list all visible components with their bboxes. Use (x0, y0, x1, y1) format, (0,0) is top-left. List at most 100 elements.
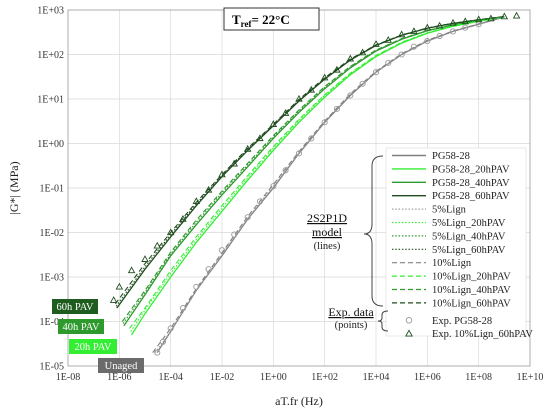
age-tag-label: 40h PAV (62, 322, 99, 333)
data-point (204, 185, 213, 193)
x-tick-label: 1E-02 (210, 372, 234, 383)
data-point (358, 48, 367, 56)
data-point (474, 15, 483, 23)
data-point (141, 255, 149, 262)
data-point (230, 159, 239, 167)
y-tick-label: 1E-03 (40, 273, 64, 284)
x-tick-label: 1E+08 (465, 372, 492, 383)
data-point (166, 228, 175, 236)
series-line (129, 16, 505, 329)
series-line (152, 16, 505, 353)
age-tags: 60h PAV 40h PAV 20h PAV Unaged (52, 299, 144, 373)
data-point (321, 119, 328, 126)
data-point (295, 94, 303, 102)
series-line (154, 16, 505, 353)
data-point (346, 54, 355, 62)
model-label-line2: model (312, 225, 343, 239)
x-tick-label: 1E-08 (56, 372, 80, 383)
data-point (193, 283, 200, 290)
age-tag-box (52, 299, 98, 314)
data-point (398, 51, 405, 58)
data-point (218, 247, 226, 254)
model-label-line1: 2S2P1D (307, 211, 347, 225)
x-tick-label: 1E+02 (311, 372, 338, 383)
legend-label: 10%Lign_60hPAV (432, 298, 511, 309)
data-point (244, 214, 251, 221)
data-point (333, 105, 340, 112)
x-tick-label: 1E+06 (414, 372, 441, 383)
tref-annotation: Tref= 22°C (223, 7, 320, 31)
tick-labels: 1E-08 1E-06 1E-04 1E-02 1E+00 1E+02 1E+04 1E+06… (37, 6, 543, 384)
legend-label: 10%Lign_20hPAV (432, 272, 511, 283)
data-point (115, 282, 124, 290)
data-point (435, 21, 444, 29)
exp-group-label: Exp. data (points) (328, 305, 389, 332)
legend-label: Exp. 10%Lign_60hPAV (432, 329, 533, 340)
y-tick-label: 1E-04 (40, 317, 64, 328)
data-point (256, 198, 263, 205)
data-point (462, 24, 469, 31)
data-point (256, 134, 264, 142)
legend-label: 10%Lign_40hPAV (432, 285, 511, 296)
x-tick-label: 1E+10 (517, 372, 544, 383)
data-point (423, 23, 432, 31)
data-point (410, 43, 417, 50)
age-tag-label: 60h PAV (56, 302, 93, 313)
x-axis-title: aT.fr (Hz) (275, 394, 323, 408)
legend-label: PG58-28 (432, 151, 470, 162)
data-point (385, 59, 392, 66)
series-line (121, 16, 505, 322)
data-point (269, 120, 278, 127)
age-tag-box (98, 358, 144, 373)
series-line (115, 16, 505, 307)
data-point (347, 92, 354, 99)
data-point (372, 69, 380, 76)
model-brace (363, 155, 384, 307)
age-tag-box (69, 339, 117, 354)
data-point (359, 80, 366, 87)
y-tick-label: 1E+02 (37, 50, 64, 61)
x-tick-label: 1E+04 (363, 372, 390, 383)
data-point (109, 296, 118, 303)
data-point (154, 349, 161, 356)
series-line (130, 16, 505, 332)
exp-brace (377, 310, 389, 332)
data-point (231, 231, 238, 238)
legend: PG58-28 PG58-28_20hPAV PG58-28_40hPAV PG58-… (385, 147, 533, 340)
data-point (282, 167, 289, 174)
y-tick-label: 1E+00 (37, 139, 64, 150)
data-point (192, 197, 201, 205)
legend-label: 5%Lign (432, 205, 467, 216)
legend-label: PG58-28_20hPAV (432, 164, 510, 175)
data-point (449, 28, 457, 35)
legend-label: PG58-28_40hPAV (432, 178, 510, 189)
data-point (295, 150, 303, 157)
data-point (270, 183, 277, 190)
y-tick-label: 1E+01 (37, 95, 64, 106)
data-point (243, 144, 252, 152)
data-point (372, 40, 380, 47)
data-point (218, 170, 226, 178)
data-point (500, 12, 509, 20)
exp-label-line1: Exp. data (328, 305, 374, 319)
data-point (410, 27, 418, 35)
data-point (333, 65, 341, 73)
age-tag-box (58, 319, 104, 334)
data-point (179, 214, 187, 222)
data-point (384, 36, 393, 43)
model-group-label: 2S2P1D model (lines) (307, 155, 384, 307)
legend-label: 5%Lign_60hPAV (432, 245, 506, 256)
y-tick-label: 1E-05 (40, 362, 64, 373)
data-point (308, 135, 315, 142)
tref-sub: ref (241, 19, 253, 29)
data-point (205, 266, 212, 273)
data-point (153, 241, 162, 249)
data-point (179, 305, 186, 312)
data-point (307, 85, 316, 93)
svg-text:Tref= 22°C: Tref= 22°C (232, 12, 290, 29)
y-tick-label: 1E-01 (40, 184, 64, 195)
series-layer (109, 11, 521, 356)
age-tag-label: 20h PAV (74, 342, 111, 353)
tref-rest: = 22°C (252, 12, 290, 27)
